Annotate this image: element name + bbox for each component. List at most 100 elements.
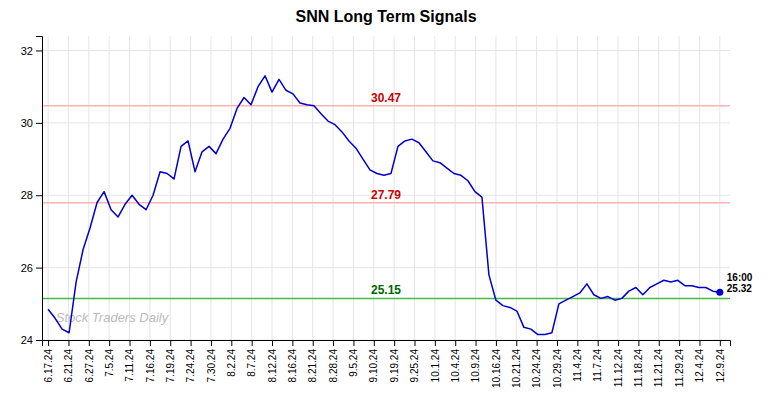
x-tick: 10.24.24	[531, 340, 542, 388]
tick-mark	[231, 340, 232, 346]
x-tick: 9.25.24	[409, 340, 420, 382]
tick-label: 30	[21, 117, 33, 129]
x-tick: 10.16.24	[491, 340, 502, 388]
tick-label: 11.12.24	[613, 349, 624, 388]
title: SNN Long Term Signals	[295, 8, 476, 25]
x-tick: 6.21.24	[63, 340, 74, 382]
x-tick: 11.21.24	[653, 340, 664, 387]
grid	[42, 36, 730, 340]
tick-label: 12.9.24	[715, 349, 726, 383]
grid-line	[251, 36, 252, 340]
tick-label: 10.24.24	[531, 349, 542, 388]
x-tick: 10.29.24	[552, 340, 563, 388]
tick-label: 7.19.24	[165, 349, 176, 383]
grid-line	[434, 36, 435, 340]
x-tick: 11.12.24	[613, 340, 624, 387]
tick-label: 11.4.24	[572, 349, 583, 382]
grid-line	[149, 36, 150, 340]
x-tick: 7.11.24	[124, 340, 135, 382]
tick-label: 7.30.24	[206, 349, 217, 383]
tick-mark	[36, 50, 42, 51]
tick-label: 9.10.24	[368, 349, 379, 383]
tick-label: 9.25.24	[409, 349, 420, 383]
tick-mark	[89, 340, 90, 346]
grid-line	[679, 36, 680, 340]
tick-label: 28	[21, 189, 33, 201]
grid-line	[312, 36, 313, 340]
tick-label: 24	[21, 334, 33, 346]
y-tick: 28	[21, 189, 42, 201]
tick-mark	[659, 340, 660, 346]
tick-mark	[598, 340, 599, 346]
tick-mark	[68, 340, 69, 346]
grid-line	[556, 36, 557, 340]
tick-mark	[557, 340, 558, 346]
signal-line	[42, 298, 730, 300]
grid-line	[170, 36, 171, 340]
x-tick: 7.19.24	[165, 340, 176, 382]
tick-mark	[353, 340, 354, 346]
tick-label: 8.21.24	[307, 349, 318, 383]
x-tick: 6.17.24	[43, 340, 54, 382]
grid-line	[536, 36, 537, 340]
tick-mark	[435, 340, 436, 346]
tick-label: 11.29.24	[674, 349, 685, 388]
x-tick: 7.30.24	[206, 340, 217, 382]
signal-label: 25.15	[371, 283, 401, 297]
grid-line	[42, 267, 730, 268]
x-tick: 7.5.24	[104, 340, 115, 377]
x-tick: 8.12.24	[267, 340, 278, 382]
tick-label: 10.4.24	[450, 349, 461, 383]
grid-line	[516, 36, 517, 340]
tick-mark	[48, 340, 49, 346]
tick-mark	[618, 340, 619, 346]
x-tick: 10.21.24	[511, 340, 522, 388]
tick-mark	[333, 340, 334, 346]
tick-label: 7.24.24	[185, 349, 196, 383]
tick-mark	[638, 340, 639, 346]
x-tick: 12.4.24	[694, 340, 705, 382]
x-tick: 10.4.24	[450, 340, 461, 382]
annotation-line: 16:00	[727, 272, 753, 283]
tick-label: 10.21.24	[511, 349, 522, 388]
tick-mark	[36, 268, 42, 269]
grid-line	[414, 36, 415, 340]
axis-line	[43, 341, 731, 347]
tick-label: 26	[21, 262, 33, 274]
x-tick: 9.19.24	[389, 340, 400, 382]
grid-line	[658, 36, 659, 340]
last-point	[716, 289, 723, 296]
grid-line	[292, 36, 293, 340]
tick-label: 11.7.24	[592, 349, 603, 382]
grid-line	[618, 36, 619, 340]
signal-line	[42, 202, 730, 204]
x-tick: 10.9.24	[470, 340, 481, 382]
grid-line	[495, 36, 496, 340]
grid-line	[699, 36, 700, 340]
tick-label: 10.29.24	[552, 349, 563, 388]
axis-line	[36, 37, 43, 341]
tick-mark	[292, 340, 293, 346]
tick-label: 8.12.24	[267, 349, 278, 383]
annotation: 16:0025.32	[727, 272, 753, 294]
tick-label: 10.16.24	[491, 349, 502, 388]
tick-mark	[537, 340, 538, 346]
watermark: Stock Traders Daily	[56, 310, 170, 325]
x-tick: 10.1.24	[430, 340, 441, 382]
tick-mark	[374, 340, 375, 346]
grid-line	[475, 36, 476, 340]
x-axis: 6.17.246.21.246.27.247.5.247.11.247.16.2…	[43, 340, 731, 388]
tick-label: 11.21.24	[653, 349, 664, 388]
grid-line	[231, 36, 232, 340]
tick-mark	[211, 340, 212, 346]
y-tick: 30	[21, 117, 42, 129]
tick-label: 32	[21, 44, 33, 56]
grid-line	[109, 36, 110, 340]
tick-mark	[394, 340, 395, 346]
x-tick: 11.4.24	[572, 340, 583, 382]
y-tick: 26	[21, 262, 42, 274]
tick-label: 8.16.24	[287, 349, 298, 383]
tick-label: 6.17.24	[43, 349, 54, 383]
x-tick: 11.7.24	[592, 340, 603, 382]
tick-mark	[109, 340, 110, 346]
